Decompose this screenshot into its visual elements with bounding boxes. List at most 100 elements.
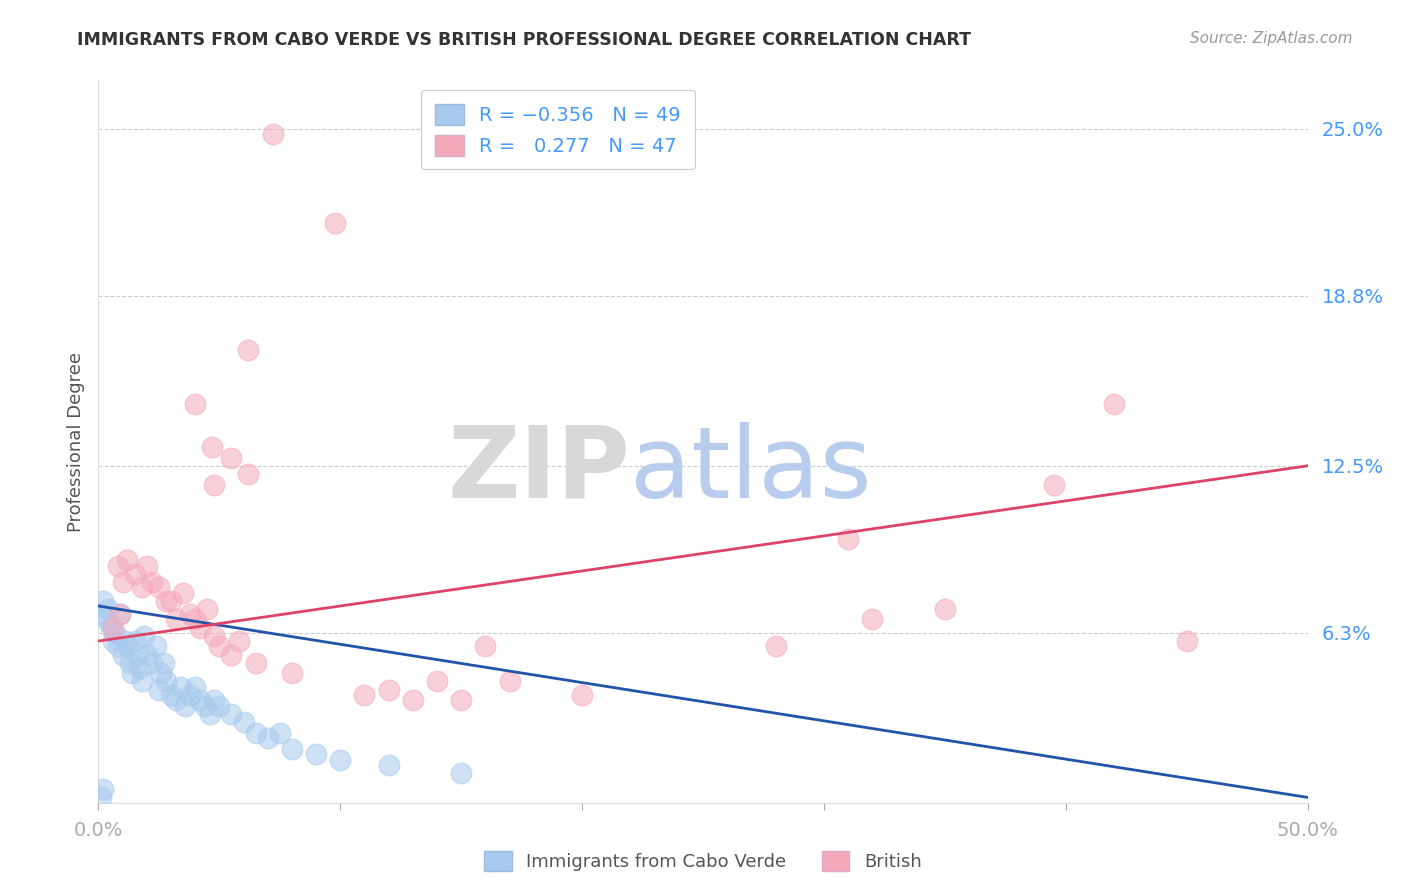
Point	[172, 585, 194, 599]
Point	[245, 656, 267, 670]
Point	[111, 648, 134, 662]
Text: ZIP: ZIP	[447, 422, 630, 519]
Point	[204, 477, 226, 491]
Point	[184, 612, 207, 626]
Point	[208, 698, 231, 713]
Point	[450, 766, 472, 780]
Point	[131, 580, 153, 594]
Point	[117, 553, 139, 567]
Point	[141, 656, 163, 670]
Point	[169, 680, 191, 694]
Point	[184, 397, 207, 411]
Point	[208, 640, 231, 654]
Point	[97, 601, 120, 615]
Legend: Immigrants from Cabo Verde, British: Immigrants from Cabo Verde, British	[477, 844, 929, 879]
Point	[238, 467, 260, 481]
Point	[571, 688, 593, 702]
Point	[232, 714, 254, 729]
Text: Source: ZipAtlas.com: Source: ZipAtlas.com	[1189, 31, 1353, 46]
Point	[195, 601, 218, 615]
Point	[91, 593, 114, 607]
Text: atlas: atlas	[630, 422, 872, 519]
Point	[837, 532, 859, 546]
Point	[329, 753, 352, 767]
Point	[221, 648, 243, 662]
Point	[108, 607, 131, 621]
Point	[152, 656, 174, 670]
Point	[155, 593, 177, 607]
Point	[121, 666, 143, 681]
Point	[90, 607, 112, 621]
Point	[118, 656, 141, 670]
Point	[765, 640, 787, 654]
Point	[127, 648, 149, 662]
Point	[498, 674, 520, 689]
Point	[238, 343, 260, 357]
Point	[107, 558, 129, 573]
Point	[281, 666, 304, 681]
Point	[150, 666, 173, 681]
Point	[155, 674, 177, 689]
Point	[1102, 397, 1125, 411]
Point	[160, 688, 183, 702]
Y-axis label: Professional Degree: Professional Degree	[66, 351, 84, 532]
Point	[198, 706, 221, 721]
Point	[135, 648, 157, 662]
Point	[377, 682, 399, 697]
Point	[101, 621, 124, 635]
Point	[160, 593, 183, 607]
Point	[450, 693, 472, 707]
Point	[221, 706, 243, 721]
Point	[104, 626, 127, 640]
Point	[194, 698, 217, 713]
Point	[165, 693, 187, 707]
Point	[860, 612, 883, 626]
Point	[325, 216, 347, 230]
Point	[145, 640, 167, 654]
Point	[377, 758, 399, 772]
Point	[114, 634, 136, 648]
Point	[474, 640, 496, 654]
Point	[101, 634, 124, 648]
Point	[184, 680, 207, 694]
Point	[108, 607, 131, 621]
Point	[201, 440, 224, 454]
Point	[228, 634, 250, 648]
Point	[100, 621, 122, 635]
Point	[111, 574, 134, 589]
Text: IMMIGRANTS FROM CABO VERDE VS BRITISH PROFESSIONAL DEGREE CORRELATION CHART: IMMIGRANTS FROM CABO VERDE VS BRITISH PR…	[77, 31, 972, 49]
Point	[281, 742, 304, 756]
Point	[1042, 477, 1064, 491]
Point	[148, 682, 170, 697]
Point	[1175, 634, 1198, 648]
Legend: R = −0.356   N = 49, R =   0.277   N = 47: R = −0.356 N = 49, R = 0.277 N = 47	[422, 90, 695, 169]
Point	[426, 674, 449, 689]
Point	[188, 693, 211, 707]
Point	[934, 601, 956, 615]
Point	[124, 634, 146, 648]
Point	[124, 566, 146, 581]
Point	[188, 621, 211, 635]
Point	[141, 574, 163, 589]
Point	[179, 607, 201, 621]
Point	[204, 629, 226, 643]
Point	[131, 674, 153, 689]
Point	[204, 693, 226, 707]
Point	[256, 731, 278, 745]
Point	[402, 693, 425, 707]
Point	[245, 725, 267, 739]
Point	[94, 612, 117, 626]
Point	[174, 698, 197, 713]
Point	[128, 661, 150, 675]
Point	[135, 558, 157, 573]
Point	[165, 612, 187, 626]
Point	[148, 580, 170, 594]
Point	[269, 725, 291, 739]
Point	[91, 782, 114, 797]
Point	[117, 640, 139, 654]
Point	[107, 640, 129, 654]
Point	[353, 688, 375, 702]
Point	[134, 629, 156, 643]
Point	[221, 450, 243, 465]
Point	[90, 790, 112, 805]
